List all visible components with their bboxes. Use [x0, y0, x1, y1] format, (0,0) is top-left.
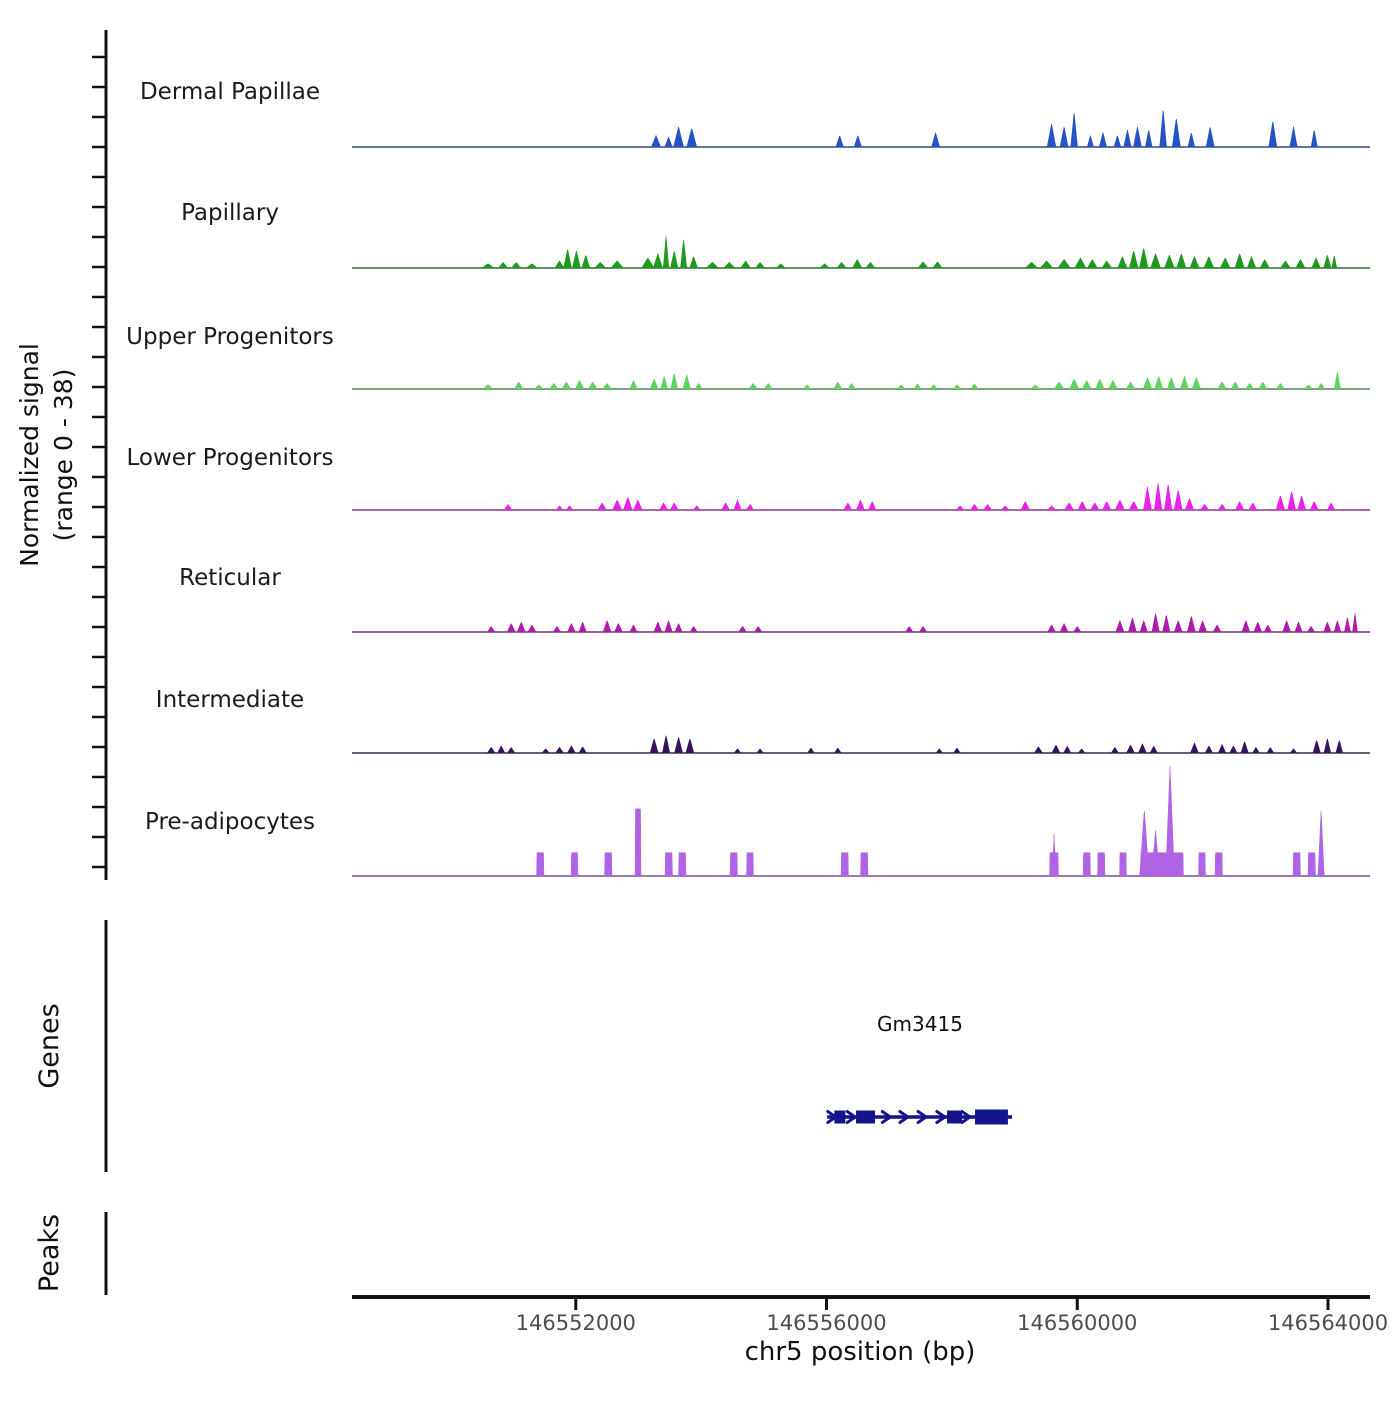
signal-area-lower-progenitors: [352, 483, 1370, 511]
track-label-upper-progenitors: Upper Progenitors: [126, 324, 334, 350]
track-label-lower-progenitors: Lower Progenitors: [127, 445, 334, 471]
gene-strand-arrow-0: [826, 1110, 839, 1124]
x-axis-ticks: [574, 1297, 1330, 1310]
signal-y-axis-ticks: [92, 55, 106, 869]
gene-strand-arrow-5: [935, 1110, 948, 1124]
x-tick-label-146564000: 146564000: [1268, 1311, 1388, 1335]
signal-area-reticular: [352, 612, 1370, 633]
signal-tracks: [352, 110, 1370, 877]
x-tick-label-146560000: 146560000: [1017, 1311, 1137, 1335]
gene-exon-3: [975, 1109, 1008, 1125]
gene-exon-2: [947, 1110, 963, 1124]
track-label-papillary: Papillary: [181, 200, 279, 226]
gene-name-label: Gm3415: [877, 1012, 963, 1036]
track-label-reticular: Reticular: [179, 565, 281, 591]
signal-area-pre-adipocytes: [352, 765, 1370, 877]
y-axis-label-line1: Normalized signal: [15, 343, 44, 567]
track-label-dermal-papillae: Dermal Papillae: [140, 79, 320, 105]
x-axis-title: chr5 position (bp): [745, 1337, 976, 1367]
gene-strand-arrow-6: [960, 1110, 973, 1124]
gene-strand-arrow-2: [880, 1110, 893, 1124]
y-axis-label-line2: (range 0 - 38): [49, 369, 78, 542]
gene-strand-arrow-1: [845, 1110, 858, 1124]
signal-area-intermediate: [352, 735, 1370, 754]
gene-exon-1: [856, 1110, 876, 1124]
signal-area-papillary: [352, 236, 1370, 269]
gene-strand-arrow-4: [916, 1110, 929, 1124]
track-label-intermediate: Intermediate: [156, 687, 304, 713]
gene-strand-arrow-3: [898, 1110, 911, 1124]
gene-exon-0: [834, 1110, 846, 1124]
gene-model-gm3415: [826, 1109, 1013, 1125]
signal-area-dermal-papillae: [352, 110, 1370, 148]
x-tick-label-146556000: 146556000: [766, 1311, 886, 1335]
genes-section-label: Genes: [34, 1003, 65, 1088]
peaks-section-label: Peaks: [34, 1214, 65, 1292]
x-tick-label-146552000: 146552000: [516, 1311, 636, 1335]
track-label-pre-adipocytes: Pre-adipocytes: [145, 809, 315, 835]
signal-area-upper-progenitors: [352, 371, 1370, 390]
